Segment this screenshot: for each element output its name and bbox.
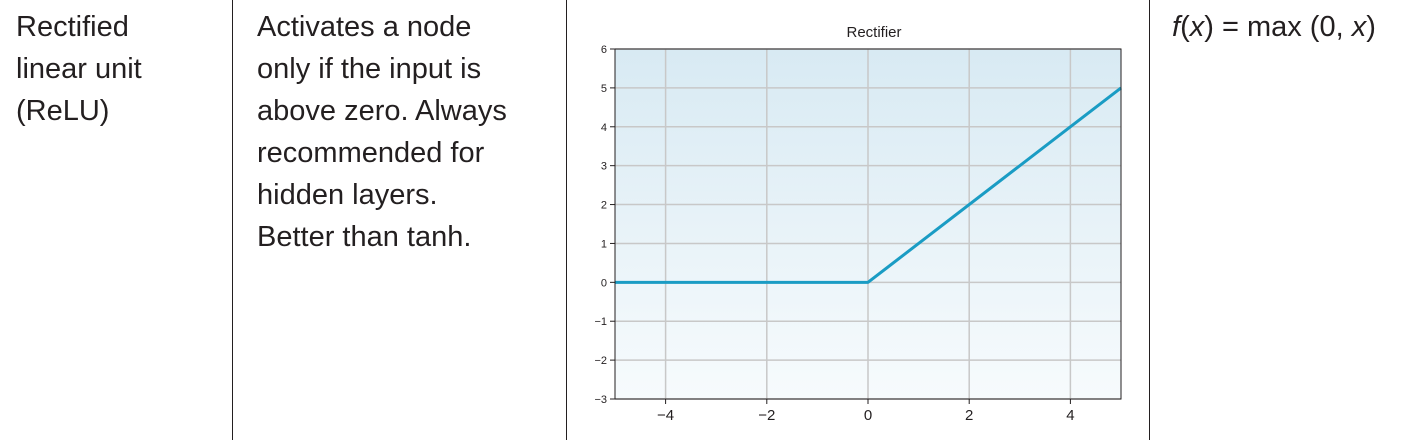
description-text: Activates a node only if the input is ab… xyxy=(257,6,557,258)
tick-layer: −4 −2 0 2 4 −3 −2 −1 0 1 2 3 4 5 6 xyxy=(594,44,1074,424)
x-tick-label: −2 xyxy=(758,407,775,424)
formula-variable: x xyxy=(1189,11,1205,43)
y-tick-label: −3 xyxy=(594,394,607,406)
rectifier-chart: Rectifier −4 −2 0 2 4 −3 −2 −1 0 1 2 3 4 5 6 xyxy=(594,24,1122,424)
description-cell: Activates a node only if the input is ab… xyxy=(233,0,566,440)
y-tick-label: −2 xyxy=(594,355,607,367)
description-line: Better than tanh. xyxy=(257,221,472,253)
y-tick-label: −1 xyxy=(594,316,607,328)
y-tick-label: 1 xyxy=(601,238,607,250)
y-tick-label: 5 xyxy=(601,83,607,95)
relu-series-line xyxy=(615,86,1122,284)
activation-name-line: linear unit xyxy=(16,53,142,85)
formula-close-paren: ) xyxy=(1366,11,1376,43)
y-tick-label: 2 xyxy=(601,200,607,212)
description-line: hidden layers. xyxy=(257,179,438,211)
grid-lines xyxy=(615,48,1121,400)
column-divider xyxy=(1149,0,1150,440)
y-tick-label: 6 xyxy=(601,44,607,56)
activation-name: Rectified linear unit (ReLU) xyxy=(16,6,226,132)
column-divider xyxy=(566,0,567,440)
series-layer xyxy=(615,86,1122,284)
formula-text: f(x) = max (0, x) xyxy=(1172,6,1376,48)
description-line: recommended for xyxy=(257,137,485,169)
formula-cell: f(x) = max (0, x) xyxy=(1150,0,1412,440)
x-tick-label: −4 xyxy=(657,407,674,424)
formula-body: ) = max (0, xyxy=(1204,11,1352,43)
activation-name-line: (ReLU) xyxy=(16,95,110,127)
formula-variable: x xyxy=(1351,11,1367,43)
activation-name-line: Rectified xyxy=(16,11,129,43)
x-tick-label: 0 xyxy=(864,407,872,424)
chart-title: Rectifier xyxy=(846,24,901,41)
formula-open-paren: ( xyxy=(1180,11,1190,43)
x-tick-label: 4 xyxy=(1066,407,1074,424)
description-line: only if the input is xyxy=(257,53,482,85)
column-divider xyxy=(232,0,233,440)
y-tick-label: 0 xyxy=(601,277,607,289)
formula-function: f xyxy=(1172,11,1181,43)
description-line: above zero. Always xyxy=(257,95,507,127)
description-line: Activates a node xyxy=(257,11,472,43)
y-tick-label: 4 xyxy=(601,122,607,134)
activation-name-cell: Rectified linear unit (ReLU) xyxy=(0,0,232,440)
chart-cell: Rectifier −4 −2 0 2 4 −3 −2 −1 0 1 2 3 4 5 6 xyxy=(567,0,1149,440)
x-tick-label: 2 xyxy=(965,407,973,424)
y-tick-label: 3 xyxy=(601,161,607,173)
